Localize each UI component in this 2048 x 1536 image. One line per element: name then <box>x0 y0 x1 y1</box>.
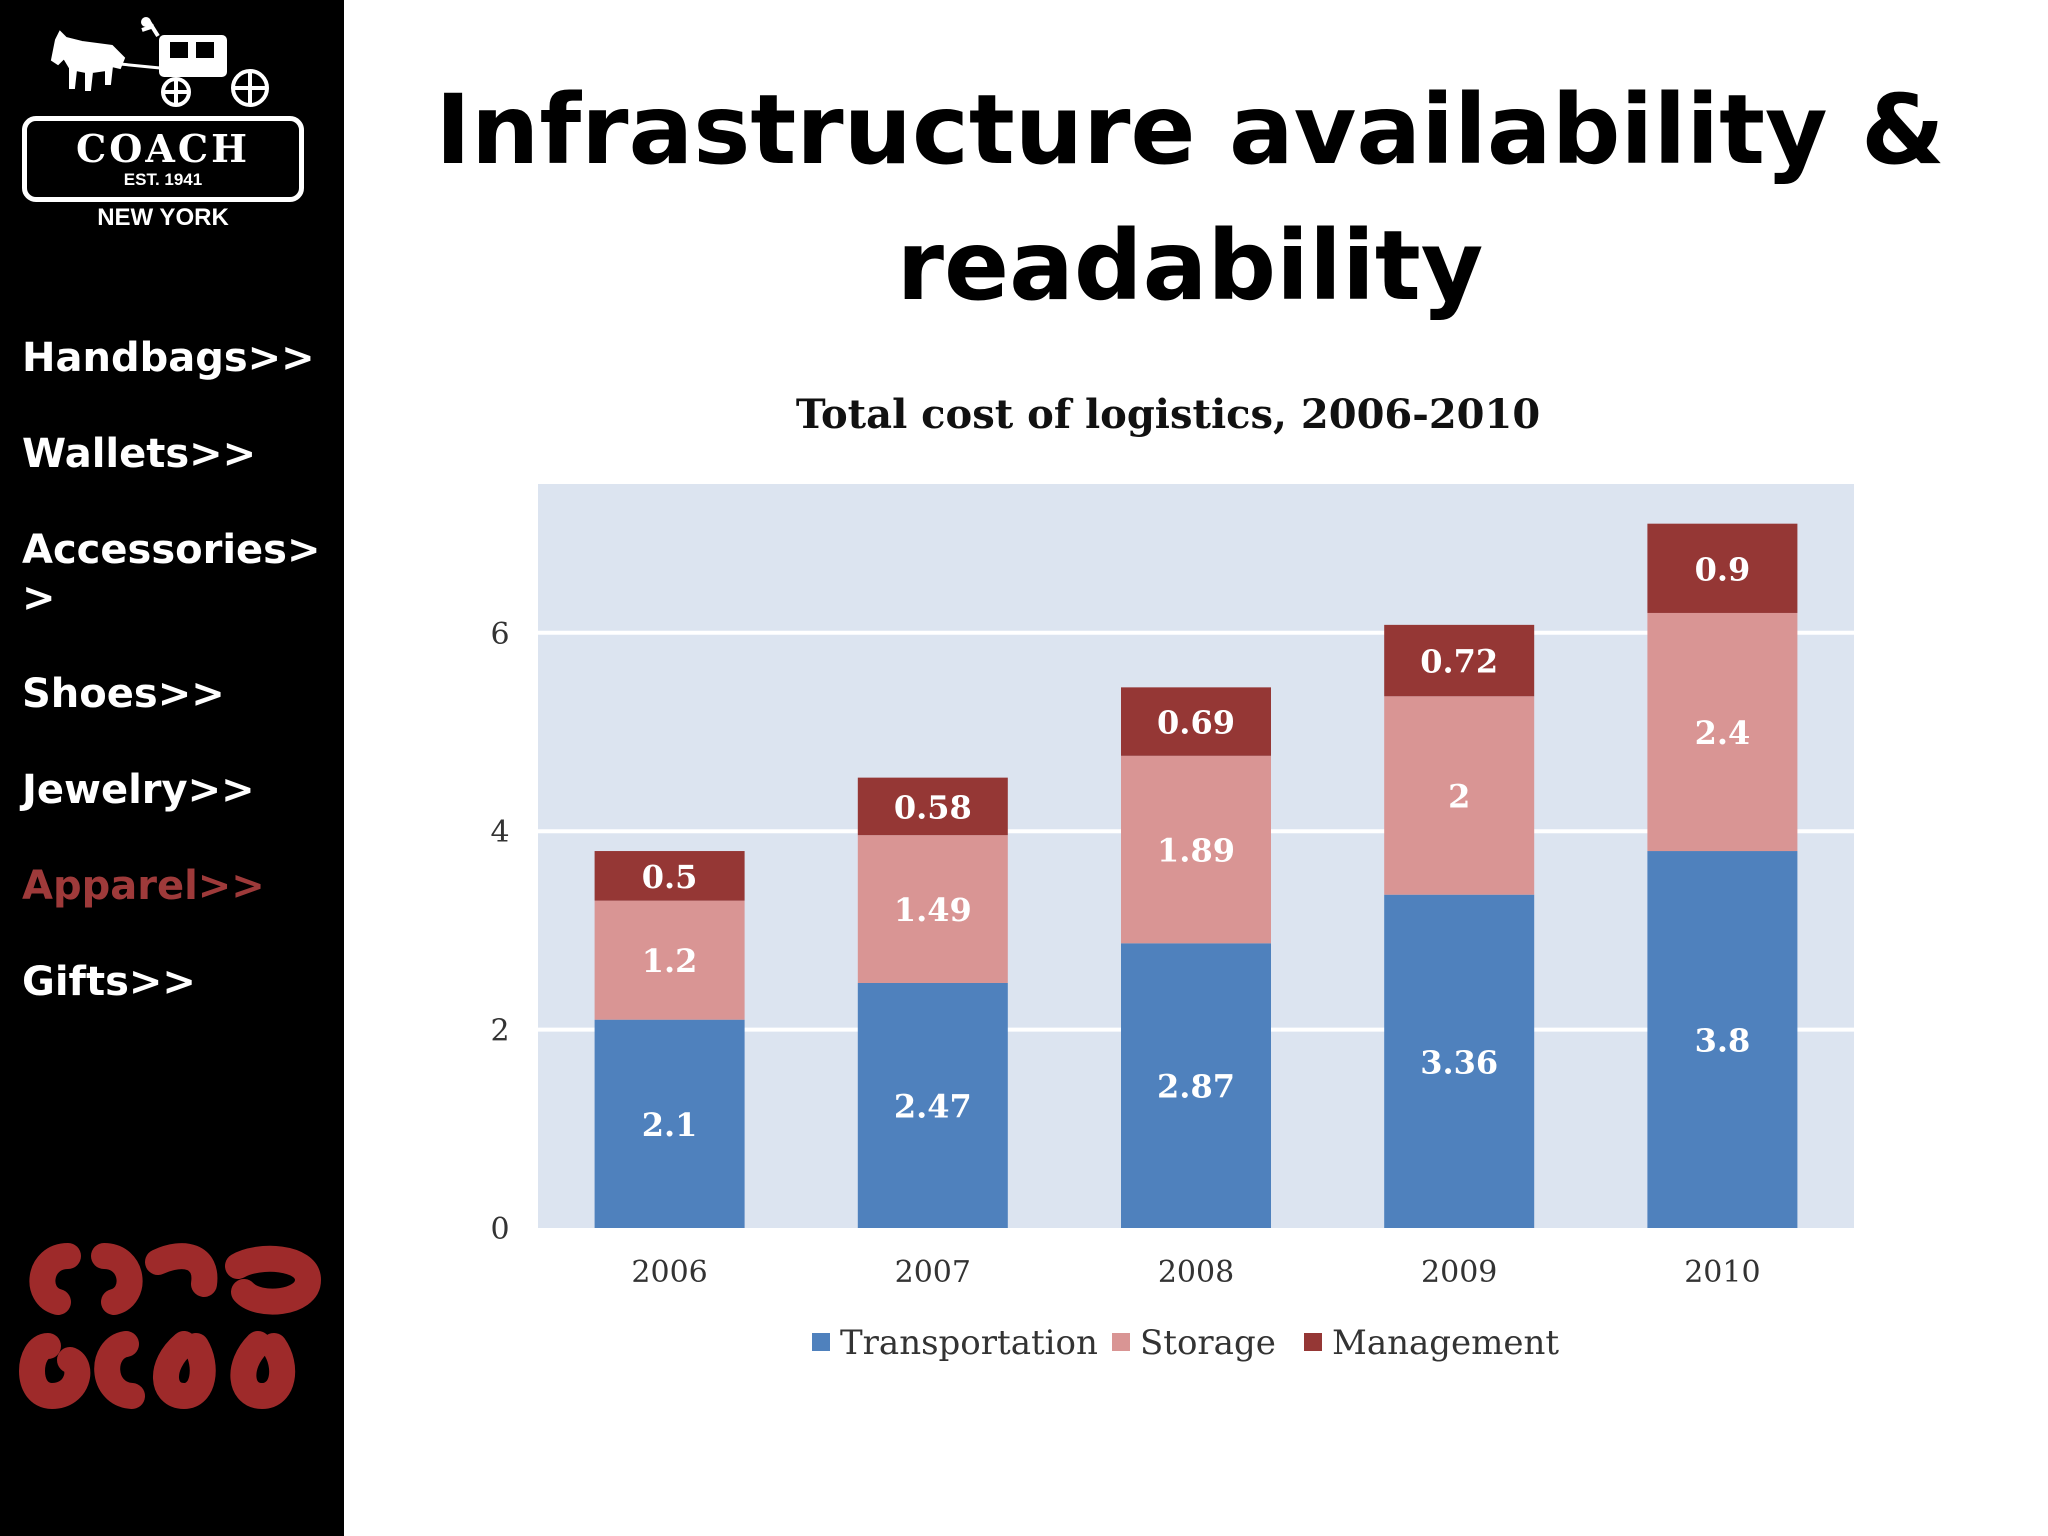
data-label: 3.36 <box>1420 1043 1498 1081</box>
logo-city-text: NEW YORK <box>97 204 229 231</box>
bar-segment <box>857 777 1008 836</box>
data-label: 2.87 <box>1157 1068 1235 1106</box>
nav-item-handbags[interactable]: Handbags>> <box>22 335 315 381</box>
x-tick-label: 2006 <box>631 1255 707 1290</box>
data-label: 0.9 <box>1695 550 1751 588</box>
data-label: 1.89 <box>1157 832 1235 870</box>
nav-item-gifts[interactable]: Gifts>> <box>22 959 196 1005</box>
bar-segment <box>594 851 745 901</box>
bar-segment <box>1647 612 1798 852</box>
data-label: 2.47 <box>894 1087 972 1125</box>
legend-label: Storage <box>1140 1323 1276 1363</box>
x-tick-label: 2010 <box>1684 1255 1760 1290</box>
y-tick-label: 2 <box>490 1014 509 1049</box>
bar-segment <box>1384 894 1535 1228</box>
legend-swatch <box>812 1333 830 1351</box>
data-label: 0.69 <box>1157 704 1235 742</box>
bar-segment <box>857 835 1008 983</box>
x-tick-label: 2008 <box>1158 1255 1234 1290</box>
chart-title: Total cost of logistics, 2006-2010 <box>796 391 1540 438</box>
data-label: 0.5 <box>642 858 698 896</box>
bar-segment <box>1121 943 1271 1228</box>
logo-brand-text: COACH <box>76 126 250 171</box>
data-label: 2.4 <box>1695 714 1751 752</box>
bar-segment <box>857 982 1008 1228</box>
category-nav: Handbags>> Wallets>> Accessories>> Shoes… <box>22 334 332 1054</box>
nav-item-accessories[interactable]: Accessories>> <box>22 527 321 621</box>
bar-segment <box>1647 523 1798 613</box>
bar-segment <box>1121 755 1271 944</box>
bar-segment <box>594 1019 745 1228</box>
bar-segment <box>1384 696 1535 895</box>
y-tick-label: 4 <box>490 815 509 850</box>
nav-item-apparel[interactable]: Apparel>> <box>22 863 265 909</box>
legend-label: Management <box>1332 1323 1559 1363</box>
logo-wordmark: COACH EST. 1941 <box>22 116 304 202</box>
nav-item-shoes[interactable]: Shoes>> <box>22 671 225 717</box>
coach-logo[interactable]: COACH EST. 1941 NEW YORK <box>20 14 310 244</box>
sidebar: COACH EST. 1941 NEW YORK Handbags>> Wall… <box>0 0 344 1536</box>
data-label: 3.8 <box>1695 1022 1751 1060</box>
coach-c-monogram-icon <box>19 1243 322 1410</box>
bar-segment <box>1384 624 1535 697</box>
y-tick-label: 6 <box>490 617 509 652</box>
data-label: 1.2 <box>642 942 698 980</box>
legend-label: Transportation <box>840 1323 1098 1363</box>
legend-swatch <box>1112 1333 1130 1351</box>
legend-swatch <box>1304 1333 1322 1351</box>
x-tick-label: 2009 <box>1421 1255 1497 1290</box>
y-tick-label: 0 <box>490 1212 509 1247</box>
bar-segment <box>1647 851 1798 1228</box>
x-tick-label: 2007 <box>895 1255 971 1290</box>
nav-item-jewelry[interactable]: Jewelry>> <box>22 767 255 813</box>
data-label: 0.58 <box>894 788 972 826</box>
nav-item-wallets[interactable]: Wallets>> <box>22 431 257 477</box>
data-label: 0.72 <box>1420 643 1498 681</box>
slide-title: Infrastructure availability & readabilit… <box>435 74 1945 322</box>
data-label: 2.1 <box>642 1106 698 1144</box>
bar-segment <box>1121 687 1271 756</box>
data-label: 1.49 <box>894 891 972 929</box>
horse-carriage-icon <box>50 17 269 107</box>
bar-segment <box>594 900 745 1020</box>
data-label: 2 <box>1448 777 1470 815</box>
logo-established-text: EST. 1941 <box>123 170 203 189</box>
